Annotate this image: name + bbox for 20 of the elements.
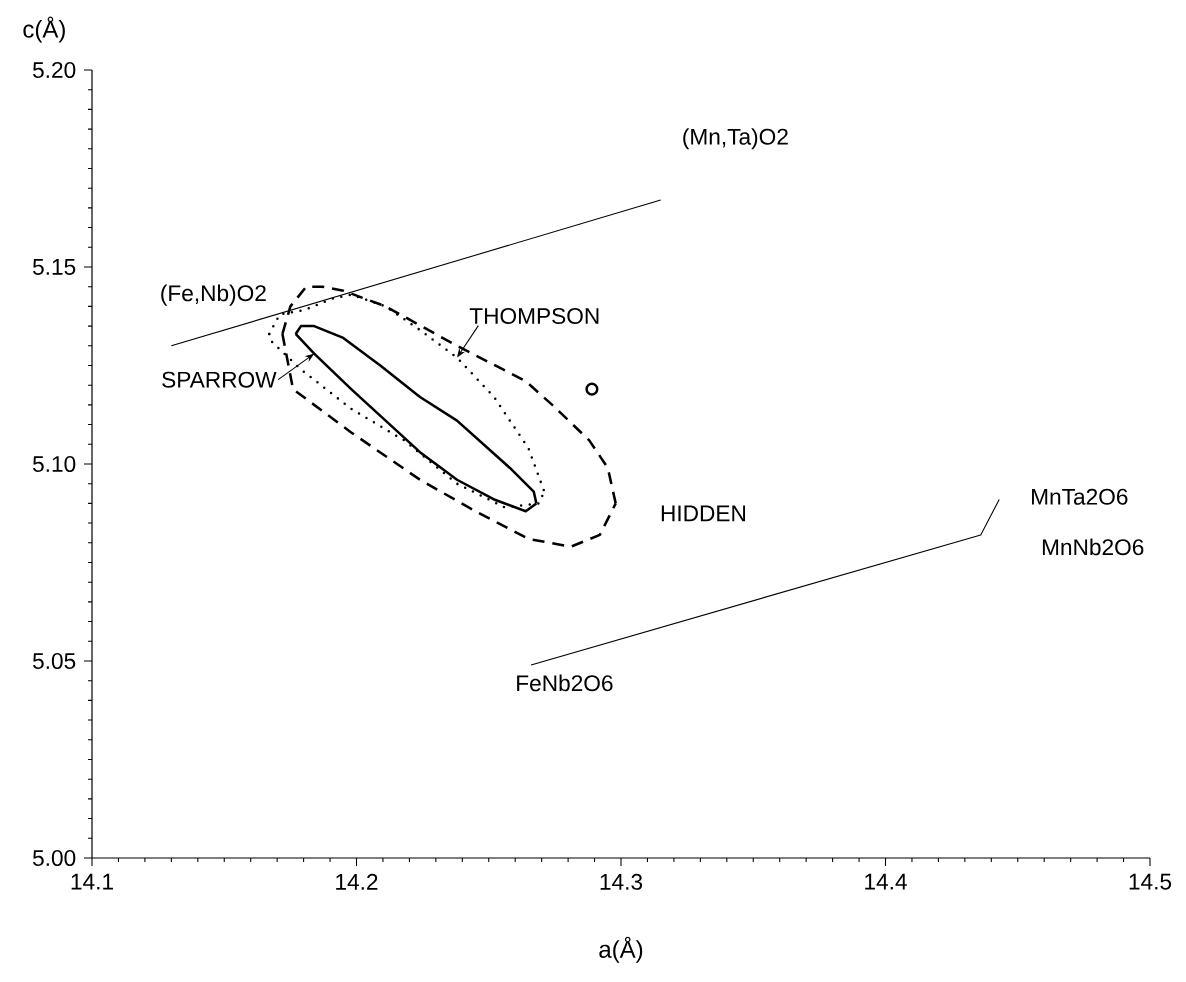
text: HIDDEN — [661, 505, 746, 522]
x-tick-label: 14.2 — [336, 873, 378, 890]
y-tick-label: 5.05 — [32, 652, 76, 670]
x-tick-label: 14.4 — [865, 873, 907, 890]
annotation: FeNb2O6 — [517, 674, 613, 692]
y-tick-label: 5.20 — [32, 61, 76, 79]
x-tick-label: 14.1 — [71, 873, 113, 890]
y-axis-title: c(Å) — [23, 16, 65, 43]
annotation: MnNb2O6 — [1042, 538, 1144, 556]
x-axis-title: a(Å) — [599, 936, 643, 963]
legend-label: SPARROW — [162, 371, 277, 388]
x-tick-label: 14.3 — [600, 873, 643, 890]
y-tick-label: 5.15 — [32, 259, 76, 275]
annotation: THOMPSON — [469, 307, 599, 325]
annotation: MnTa2O6 — [1032, 488, 1128, 505]
x-tick-label: 14.5 — [1129, 873, 1172, 890]
y-tick-label: 5.00 — [32, 849, 76, 867]
y-tick-label: 5.10 — [32, 455, 76, 473]
annotation: (Fe,Nb)O2 — [161, 284, 266, 306]
annotation: (Mn,Ta)O2 — [683, 128, 788, 150]
